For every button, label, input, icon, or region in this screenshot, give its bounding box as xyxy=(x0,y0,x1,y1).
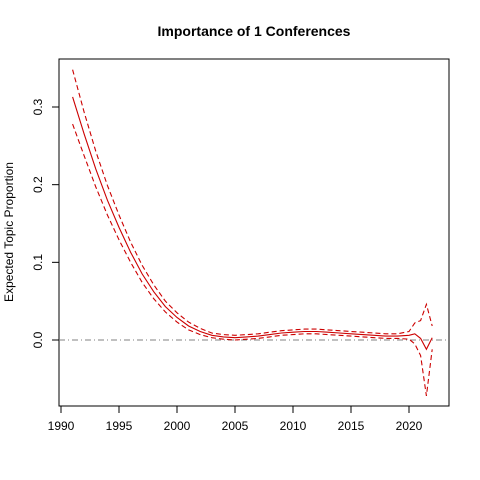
y-tick-label-3: 0.3 xyxy=(31,98,45,115)
series-line-estimate xyxy=(72,96,433,351)
plot-frame xyxy=(58,58,450,407)
y-tick-label-2: 0.2 xyxy=(31,176,45,193)
x-tick-label-2000: 2000 xyxy=(164,419,191,433)
x-tick-label-2020: 2020 xyxy=(396,419,423,433)
x-tick-label-2010: 2010 xyxy=(280,419,307,433)
chart-title: Importance of 1 Conferences xyxy=(158,23,351,39)
x-tick-label-2015: 2015 xyxy=(338,419,365,433)
series-line-upper-bound xyxy=(72,69,433,336)
x-tick-label-1995: 1995 xyxy=(106,419,133,433)
series-line-lower-bound xyxy=(72,123,433,396)
y-axis-label: Expected Topic Proportion xyxy=(2,162,16,302)
x-tick-label-2005: 2005 xyxy=(222,419,249,433)
y-tick-label-1: 0.1 xyxy=(31,254,45,271)
y-tick-label-0: 0.0 xyxy=(31,331,45,348)
x-tick-label-1990: 1990 xyxy=(48,419,75,433)
plot-layer: 1990 1995 2000 2005 2010 2015 2020 0.0 0.1 0.2 0.3 xyxy=(31,58,450,433)
